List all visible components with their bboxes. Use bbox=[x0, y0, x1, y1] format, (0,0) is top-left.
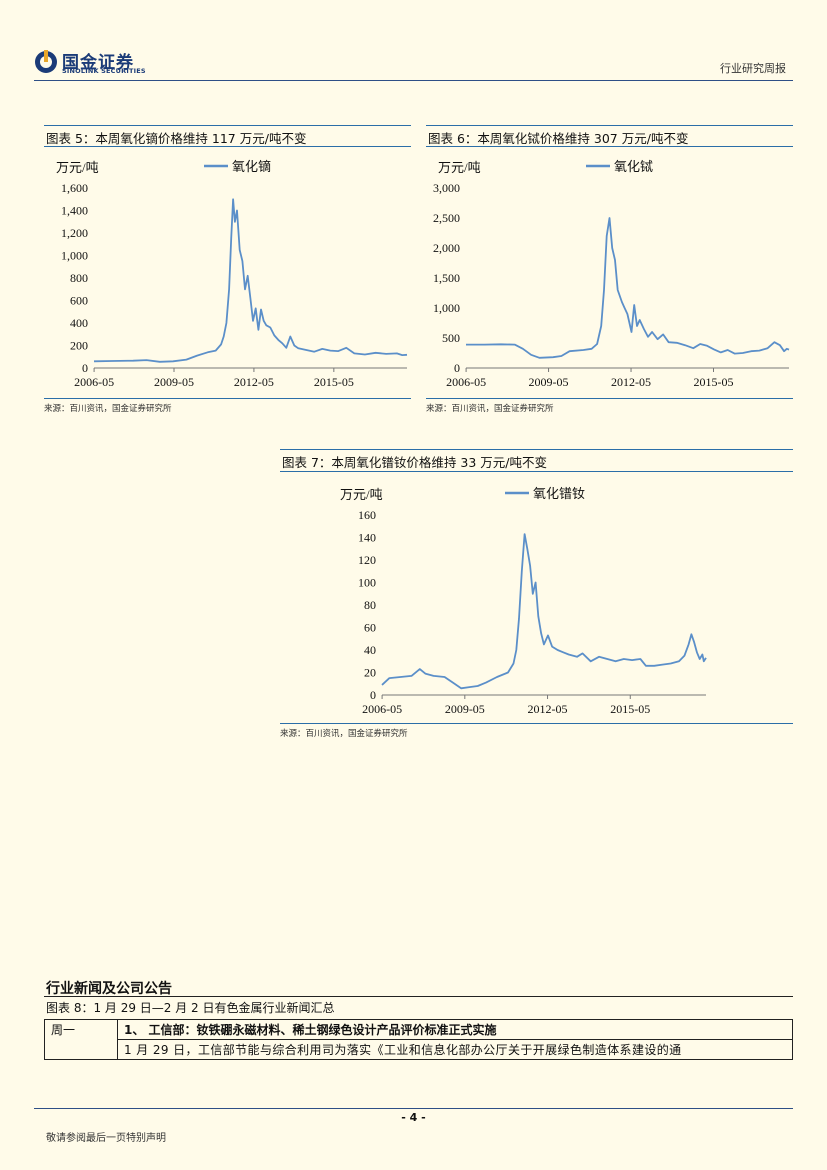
news-body-text: 1 月 29 日，工信部节能与综合利用司为落实《工业和信息化部办公厅关于开展绿色… bbox=[117, 1039, 793, 1060]
footer-disclaimer: 敬请参阅最后一页特别声明 bbox=[46, 1133, 166, 1144]
unit-label: 万元/吨 bbox=[340, 487, 383, 502]
header-divider bbox=[34, 80, 793, 81]
y-tick-label: 0 bbox=[82, 361, 88, 375]
y-tick-label: 200 bbox=[70, 339, 88, 353]
unit-label: 万元/吨 bbox=[56, 160, 99, 175]
news-section-title: 行业新闻及公司公告 bbox=[46, 981, 172, 997]
y-tick-label: 100 bbox=[358, 576, 376, 590]
x-tick-label: 2015-05 bbox=[693, 375, 733, 389]
legend-label: 氧化镝 bbox=[232, 159, 271, 174]
figure-7-source: 来源：百川资讯，国金证券研究所 bbox=[280, 729, 408, 739]
brand-name-en: SINOLINK SECURITIES bbox=[62, 67, 146, 75]
news-day-cell: 周一 bbox=[44, 1019, 118, 1060]
report-type-label: 行业研究周报 bbox=[720, 62, 786, 75]
figure-8-title: 图表 8：1 月 29 日—2 月 2 日有色金属行业新闻汇总 bbox=[46, 1001, 335, 1015]
x-tick-label: 2012-05 bbox=[611, 375, 651, 389]
series-line bbox=[381, 533, 707, 690]
x-tick-label: 2006-05 bbox=[446, 375, 486, 389]
page-number: - 4 - bbox=[401, 1111, 426, 1124]
y-tick-label: 0 bbox=[454, 361, 460, 375]
figure-7-title-rule bbox=[280, 471, 793, 472]
figure-6-top-rule bbox=[426, 125, 793, 126]
y-tick-label: 40 bbox=[364, 643, 376, 657]
figure-5-chart: 万元/吨 0 200 400 600 800 1,000 1,200 1,400 1,600 200… bbox=[56, 159, 408, 389]
y-tick-label: 500 bbox=[442, 331, 460, 345]
figure-7-chart: 万元/吨 0 20 40 60 80 100 120 140 160 2006-05 2009-05 2… bbox=[340, 486, 707, 716]
y-tick-label: 120 bbox=[358, 553, 376, 567]
footer-divider bbox=[34, 1108, 793, 1109]
x-tick-label: 2006-05 bbox=[362, 702, 402, 716]
figure-7-title: 图表 7：本周氧化镨钕价格维持 33 万元/吨不变 bbox=[282, 455, 547, 470]
figure-7-bottom-rule bbox=[280, 723, 793, 724]
x-tick-label: 2006-05 bbox=[74, 375, 114, 389]
x-tick-label: 2009-05 bbox=[445, 702, 485, 716]
y-tick-label: 20 bbox=[364, 666, 376, 680]
y-tick-label: 80 bbox=[364, 598, 376, 612]
y-tick-label: 800 bbox=[70, 271, 88, 285]
news-headline: 1、 工信部：钕铁硼永磁材料、稀土钢绿色设计产品评价标准正式实施 bbox=[117, 1019, 793, 1040]
y-tick-label: 1,200 bbox=[61, 226, 88, 240]
figure-5-source: 来源：百川资讯，国金证券研究所 bbox=[44, 404, 172, 414]
brand-name-cn: 国金证券 bbox=[62, 53, 134, 73]
x-tick-label: 2015-05 bbox=[314, 375, 354, 389]
y-tick-label: 0 bbox=[370, 688, 376, 702]
series-line bbox=[466, 217, 790, 359]
legend-label: 氧化镨钕 bbox=[533, 486, 585, 501]
x-tick-label: 2012-05 bbox=[234, 375, 274, 389]
y-tick-label: 1,500 bbox=[433, 271, 460, 285]
figure-5-title-rule bbox=[44, 146, 411, 147]
x-tick-label: 2009-05 bbox=[154, 375, 194, 389]
y-tick-label: 1,400 bbox=[61, 204, 88, 218]
figure-5-bottom-rule bbox=[44, 398, 411, 399]
x-tick-label: 2009-05 bbox=[529, 375, 569, 389]
legend-label: 氧化铽 bbox=[614, 159, 653, 174]
figure-6-title-rule bbox=[426, 146, 793, 147]
series-line bbox=[93, 198, 408, 363]
y-tick-label: 2,500 bbox=[433, 211, 460, 225]
sinolink-logo-icon bbox=[35, 50, 57, 73]
y-tick-label: 160 bbox=[358, 508, 376, 522]
figure-6-title: 图表 6：本周氧化铽价格维持 307 万元/吨不变 bbox=[428, 131, 689, 146]
y-tick-label: 60 bbox=[364, 621, 376, 635]
figure-6-source: 来源：百川资讯，国金证券研究所 bbox=[426, 404, 554, 414]
unit-label: 万元/吨 bbox=[438, 160, 481, 175]
y-tick-label: 1,600 bbox=[61, 181, 88, 195]
table-row: 周一 1、 工信部：钕铁硼永磁材料、稀土钢绿色设计产品评价标准正式实施 bbox=[44, 1019, 793, 1060]
figure-6-bottom-rule bbox=[426, 398, 793, 399]
x-tick-label: 2012-05 bbox=[528, 702, 568, 716]
y-tick-label: 1,000 bbox=[433, 301, 460, 315]
table-row: 1 月 29 日，工信部节能与综合利用司为落实《工业和信息化部办公厅关于开展绿色… bbox=[45, 1039, 793, 1060]
y-tick-label: 3,000 bbox=[433, 181, 460, 195]
y-tick-label: 600 bbox=[70, 294, 88, 308]
x-tick-label: 2015-05 bbox=[610, 702, 650, 716]
figure-6-chart: 万元/吨 0 500 1,000 1,500 2,000 2,500 3,000 2006-05… bbox=[433, 159, 790, 389]
news-section-rule bbox=[44, 996, 793, 997]
y-tick-label: 2,000 bbox=[433, 241, 460, 255]
news-table: 周一 1、 工信部：钕铁硼永磁材料、稀土钢绿色设计产品评价标准正式实施 1 月 … bbox=[44, 1019, 793, 1060]
figure-7-top-rule bbox=[280, 449, 793, 450]
figure-5-title: 图表 5：本周氧化镝价格维持 117 万元/吨不变 bbox=[46, 131, 307, 146]
y-tick-label: 140 bbox=[358, 531, 376, 545]
y-tick-label: 400 bbox=[70, 316, 88, 330]
y-tick-label: 1,000 bbox=[61, 249, 88, 263]
figure-5-top-rule bbox=[44, 125, 411, 126]
